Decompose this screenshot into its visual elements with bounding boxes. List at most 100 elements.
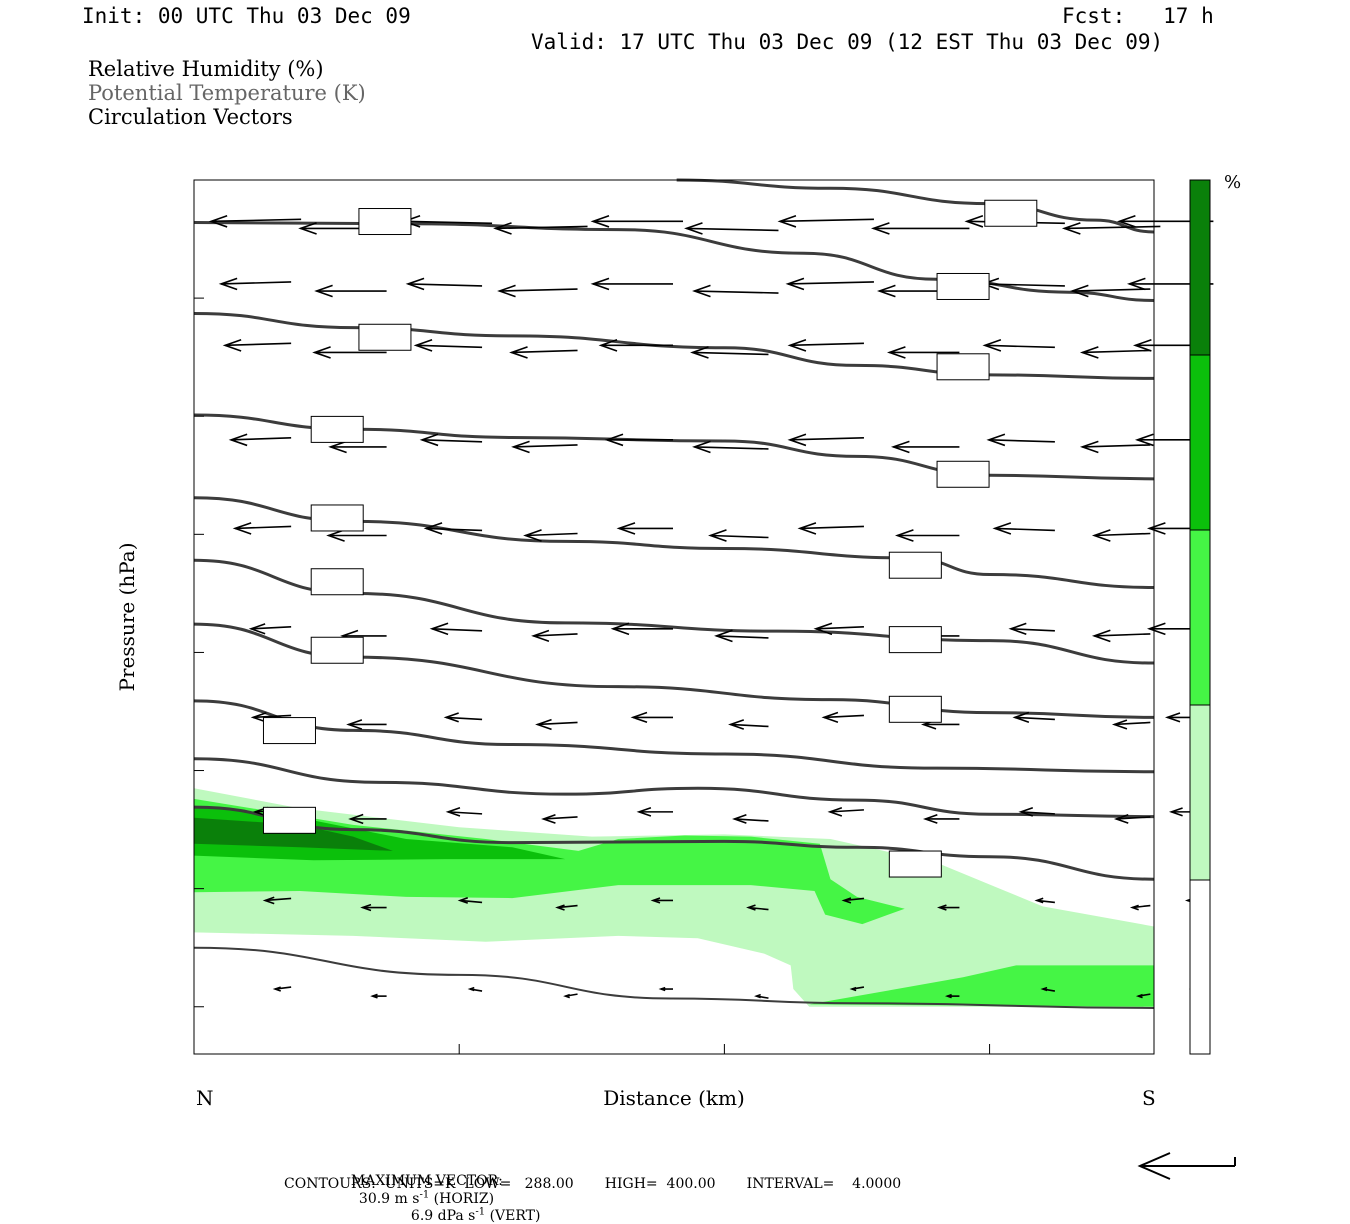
vector-head xyxy=(590,277,610,291)
vector-head xyxy=(890,440,910,454)
vector-arrow xyxy=(531,629,578,643)
vector-shaft xyxy=(211,218,302,223)
vector-shaft xyxy=(984,344,1055,349)
vector-shaft xyxy=(543,816,578,820)
vector-arrow xyxy=(692,440,769,454)
vector-arrow xyxy=(1091,629,1151,643)
vector-head xyxy=(870,222,890,235)
valid-time: Valid: 17 UTC Thu 03 Dec 09 (12 EST Thu … xyxy=(531,30,1164,54)
vector-arrow xyxy=(714,629,769,643)
vector-head xyxy=(208,214,228,228)
max-vector-label: MAXIMUM VECTOR: xyxy=(350,1173,503,1189)
vector-head xyxy=(493,222,512,235)
vector-head xyxy=(841,897,852,904)
isentrope-label-box-292-0 xyxy=(262,806,316,834)
plot-frame xyxy=(193,179,1155,1055)
isentrope-label-box-316-0 xyxy=(310,415,364,443)
vector-arrow xyxy=(457,897,483,904)
vector-arrow xyxy=(429,622,483,636)
vector-shaft xyxy=(710,534,769,539)
isentrope-label-box-320-0 xyxy=(358,323,412,351)
vector-head xyxy=(813,622,833,636)
vector-arrow xyxy=(232,522,292,535)
vector-head xyxy=(598,338,618,352)
vector-arrow xyxy=(497,284,578,298)
vector-shaft xyxy=(404,220,493,225)
isentrope-label-box-312-0 xyxy=(310,504,364,532)
isentrope-label-box-304-1 xyxy=(888,695,942,723)
vector-arrow xyxy=(1061,222,1161,235)
vector-arrow xyxy=(870,222,970,235)
vector-head xyxy=(787,338,807,352)
init-time: Init: 00 UTC Thu 03 Dec 09 xyxy=(82,4,411,28)
vector-head xyxy=(312,346,331,359)
vector-head xyxy=(326,529,345,542)
legend-relative-humidity: Relative Humidity (%) xyxy=(88,57,324,81)
isentrope-label-box-320-1 xyxy=(936,353,990,381)
max-vector-vertical: 6.9 dPa s-1 (VERT) xyxy=(410,1206,541,1224)
vector-shaft xyxy=(692,351,769,356)
vector-arrow xyxy=(250,711,292,723)
vector-head xyxy=(228,433,248,447)
vector-shaft xyxy=(422,439,483,443)
vector-head xyxy=(1129,904,1139,911)
vector-head xyxy=(348,813,364,825)
legend-potential-temperature: Potential Temperature (K) xyxy=(88,81,366,105)
vector-arrow xyxy=(511,440,578,454)
vector-head xyxy=(785,277,805,291)
vector-arrow xyxy=(890,440,960,454)
vector-head xyxy=(714,629,733,643)
vector-shaft xyxy=(533,633,578,637)
vector-head xyxy=(250,711,267,723)
vector-arrow xyxy=(630,711,674,724)
vector-head xyxy=(218,277,238,291)
vector-head xyxy=(1132,338,1152,352)
vector-arrow xyxy=(922,814,960,824)
vector-head xyxy=(777,214,797,228)
vector-arrow xyxy=(936,904,960,911)
vector-arrow xyxy=(443,712,483,723)
vert-value: 6.9 dPa s xyxy=(410,1208,476,1224)
vector-head xyxy=(894,529,914,542)
vector-shaft xyxy=(495,225,588,230)
vector-shaft xyxy=(432,628,483,632)
vert-exponent: -1 xyxy=(475,1206,486,1218)
vector-head xyxy=(1113,814,1129,824)
y-axis-label: Pressure (hPa) xyxy=(115,543,139,692)
vector-head xyxy=(1111,719,1128,730)
vector-arrow xyxy=(777,214,874,228)
vector-shaft xyxy=(829,809,864,813)
isentrope-label-layer xyxy=(262,199,1038,878)
vector-head xyxy=(511,440,530,454)
vector-shaft xyxy=(537,721,578,726)
vector-head xyxy=(787,433,807,447)
vector-shaft xyxy=(1116,816,1151,820)
vector-shaft xyxy=(448,811,483,815)
vector-arrow xyxy=(982,338,1055,352)
vector-arrow xyxy=(326,529,387,542)
vector-shaft xyxy=(994,527,1055,532)
vector-head xyxy=(1146,522,1166,535)
vector-head xyxy=(1061,222,1081,235)
isentrope-label-box-308-0 xyxy=(310,568,364,596)
vector-head xyxy=(746,904,756,911)
vector-arrow xyxy=(423,522,483,535)
vector-arrow xyxy=(535,718,578,731)
vector-arrow xyxy=(636,806,674,817)
vector-shaft xyxy=(815,626,864,630)
vector-layer xyxy=(208,214,1214,999)
isentrope-label-box-324-0 xyxy=(358,208,412,236)
vector-arrow xyxy=(1008,622,1055,635)
vector-shaft xyxy=(446,716,483,721)
rh-fill-layer xyxy=(194,788,1154,1007)
vector-arrow xyxy=(228,433,292,447)
vector-arrow xyxy=(405,277,483,291)
vector-arrow xyxy=(708,529,769,542)
vector-shaft xyxy=(789,437,864,441)
vector-arrow xyxy=(1113,814,1151,824)
vector-head xyxy=(658,986,666,992)
vector-head xyxy=(636,806,652,817)
vector-arrow xyxy=(797,522,864,535)
vector-arrow xyxy=(590,214,684,228)
